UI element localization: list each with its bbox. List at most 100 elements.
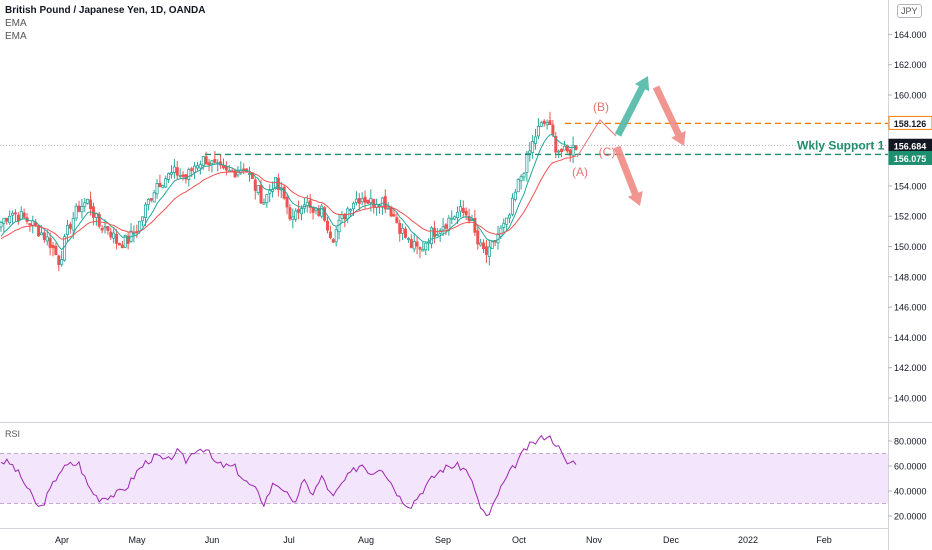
candle-body [294, 210, 298, 220]
candle-body [146, 199, 150, 205]
candle-body [539, 122, 543, 127]
candle-body [487, 246, 491, 257]
candle-body [262, 202, 266, 205]
candle-body [86, 198, 90, 204]
candle-body [415, 241, 419, 247]
support-axis-box [888, 150, 932, 165]
candle-body [181, 174, 185, 177]
candle-body [412, 241, 416, 250]
candle-body [435, 234, 439, 236]
candle-body [528, 150, 532, 154]
candle-body [109, 231, 113, 238]
candle-body [42, 232, 46, 241]
candle-body [13, 212, 17, 215]
wave-label-a: (A) [572, 165, 588, 179]
rsi-tick-label: 20.0000 [894, 512, 927, 522]
candle-body [213, 159, 217, 163]
candle-body [513, 191, 517, 200]
candle-body [132, 232, 136, 235]
candle-body [126, 235, 130, 244]
candle-body [557, 150, 561, 153]
candle-body [516, 179, 520, 193]
candles [0, 111, 578, 272]
candle-body [106, 226, 110, 231]
candle-body [548, 120, 552, 125]
candle-body [421, 249, 425, 252]
candle-body [441, 226, 445, 231]
bearish-arrow-upper [652, 85, 686, 146]
candle-body [89, 199, 93, 210]
candle-body [22, 212, 26, 218]
candle-body [331, 239, 335, 243]
time-tick-label: May [128, 535, 146, 545]
rsi-band [0, 453, 888, 504]
candle-body [71, 218, 75, 231]
candle-body [103, 226, 107, 229]
candle-body [542, 120, 546, 124]
candle-body [187, 169, 191, 180]
candle-body [2, 217, 6, 224]
price-tick-label: 146.000 [894, 303, 927, 313]
ema-fast-line [0, 134, 577, 251]
candle-body [16, 214, 20, 222]
candle-body [54, 245, 58, 255]
candle-body [77, 205, 81, 212]
candle-body [219, 161, 223, 166]
candle-body [120, 244, 124, 249]
candle-body [482, 242, 486, 250]
currency-badge[interactable]: JPY [897, 4, 922, 18]
rsi-tick-label: 60.0000 [894, 462, 927, 472]
candle-body [392, 214, 396, 217]
candle-body [233, 170, 237, 178]
candle-body [83, 202, 87, 207]
candle-body [276, 177, 280, 191]
bullish-arrow [614, 76, 650, 137]
candle-body [152, 192, 156, 203]
support-axis-label: 156.075 [894, 154, 927, 164]
candle-body [265, 194, 269, 204]
chart-legend: British Pound / Japanese Yen, 1D, OANDA … [5, 4, 205, 43]
candle-body [117, 242, 121, 246]
candle-body [259, 184, 263, 204]
candle-body [571, 144, 575, 156]
candle-body [11, 212, 15, 216]
candle-body [207, 162, 211, 166]
candle-body [169, 172, 173, 175]
candle-body [172, 166, 176, 173]
candle-body [424, 242, 428, 251]
candle-body [484, 246, 488, 255]
candle-body [161, 184, 165, 188]
candle-body [184, 174, 188, 180]
candle-body [247, 173, 251, 175]
candle-body [490, 241, 494, 249]
resistance-axis-box [888, 115, 932, 130]
wave-label-b: (B) [593, 100, 609, 114]
candle-body [386, 207, 390, 210]
candle-body [224, 166, 228, 171]
candle-body [317, 208, 321, 216]
candle-body [354, 198, 358, 203]
time-tick-label: Oct [512, 535, 527, 545]
candle-body [68, 224, 72, 229]
time-tick-label: 2022 [738, 535, 758, 545]
candle-body [100, 227, 104, 231]
candle-body [418, 247, 422, 250]
candle-body [453, 216, 457, 220]
candle-body [308, 200, 312, 208]
candle-body [456, 211, 460, 219]
candle-body [536, 125, 540, 137]
candle-body [510, 197, 514, 215]
candle-body [57, 255, 61, 266]
candle-body [19, 211, 23, 220]
candle-body [167, 173, 171, 180]
candle-body [458, 206, 462, 212]
candle-body [499, 227, 503, 237]
candle-body [201, 156, 205, 166]
candle-body [383, 196, 387, 210]
wkly-support-label: Wkly Support 1 [797, 138, 885, 152]
candle-body [268, 190, 272, 194]
candle-body [123, 234, 127, 248]
candle-body [340, 214, 344, 219]
candle-body [0, 221, 3, 228]
